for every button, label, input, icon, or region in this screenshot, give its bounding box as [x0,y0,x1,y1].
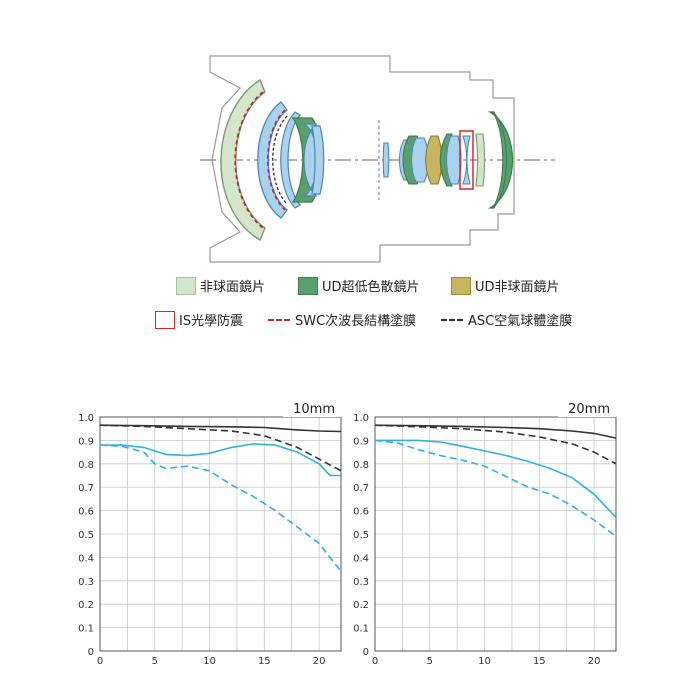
ud-swatch [298,276,318,295]
y-tick-label: 0.9 [78,436,94,447]
asc-coating-line [272,115,288,205]
legend-asc: ASC空氣球體塗膜 [441,310,572,329]
x-tick-label: 0 [97,656,103,667]
chart-title-background [283,403,341,417]
rear-small-element-1 [382,142,390,178]
lens-barrel-outline [209,55,515,263]
y-tick-label: 0.1 [353,624,369,635]
y-tick-label: 0.2 [353,600,369,611]
mtf-series-line [99,444,342,572]
x-tick-label: 20 [588,656,601,667]
third-lens-element [280,111,301,209]
mtf-series-line [374,439,617,537]
chart-title: 20mm [568,402,610,417]
is-unit-box [459,130,474,190]
x-tick-label: 5 [152,656,158,667]
x-tick-label: 5 [427,656,433,667]
y-tick-label: 1.0 [353,413,369,424]
x-tick-label: 20 [313,656,326,667]
ud-aspherical-swatch [451,276,471,295]
y-tick-label: 0.4 [78,553,94,564]
y-tick-label: 0 [88,647,94,658]
x-tick-label: 15 [533,656,546,667]
front-aspherical-element [220,78,266,242]
swc-dash-line [268,318,290,321]
aspherical-swatch [176,276,196,295]
y-tick-label: 0 [363,647,369,658]
legend-is: IS光學防震 [155,310,243,329]
y-tick-label: 0.5 [78,530,94,541]
chart-title: 10mm [293,402,335,417]
legend-asc-label: ASC空氣球體塗膜 [468,314,573,329]
asc-dash-line [441,318,463,321]
y-tick-label: 0.9 [353,436,369,447]
y-tick-label: 0.7 [353,483,369,494]
y-tick-label: 0.3 [78,577,94,588]
swc-coating-line-front [234,91,264,229]
x-tick-label: 10 [478,656,491,667]
chart-title-background [558,403,616,417]
y-tick-label: 0.6 [353,507,369,518]
legend-aspherical-label: 非球面鏡片 [200,280,266,295]
rear-last-element [492,111,507,209]
legend-swc: SWC次波長結構塗膜 [268,310,416,329]
y-tick-label: 0.8 [78,460,94,471]
rear-ud-aspherical-element [425,135,443,185]
mtf-series-line [99,424,342,433]
chart-frame [374,416,617,652]
y-tick-label: 0.7 [78,483,94,494]
swc-coating-line-second [267,109,286,211]
mtf-series-line [100,443,341,477]
legend-swc-label: SWC次波長結構塗膜 [295,314,417,329]
legend-ud-aspherical-label: UD非球面鏡片 [475,280,560,295]
x-tick-label: 10 [203,656,216,667]
front-group-rear-element [311,125,325,195]
y-tick-label: 1.0 [78,413,94,424]
lens-construction-diagram [200,55,555,263]
y-tick-label: 0.8 [353,460,369,471]
y-tick-label: 0.5 [353,530,369,541]
is-element [462,135,471,185]
y-tick-label: 0.3 [353,577,369,588]
mtf-series-line [374,424,617,439]
y-tick-label: 0.4 [353,553,369,564]
legend-aspherical: 非球面鏡片 [176,276,265,295]
mtf-series-line [99,424,342,472]
rear-element-5 [475,133,486,187]
x-tick-label: 15 [258,656,271,667]
legend-ud-label: UD超低色散鏡片 [322,280,420,295]
y-tick-label: 0.2 [78,600,94,611]
y-tick-label: 0.6 [78,507,94,518]
mtf-series-line [375,439,617,519]
legend-ud-aspherical: UD非球面鏡片 [451,276,560,295]
x-tick-label: 0 [372,656,378,667]
mtf-series-line [374,424,617,465]
legend-ud: UD超低色散鏡片 [298,276,420,295]
chart-frame [99,416,342,652]
y-tick-label: 0.1 [78,624,94,635]
is-swatch [155,310,175,329]
second-aspherical-element [257,101,288,219]
legend-is-label: IS光學防震 [179,314,244,329]
